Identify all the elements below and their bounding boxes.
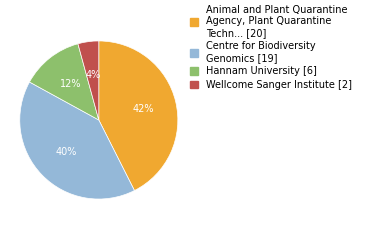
Legend: Animal and Plant Quarantine
Agency, Plant Quarantine
Techn... [20], Centre for B: Animal and Plant Quarantine Agency, Plan… xyxy=(190,5,352,90)
Wedge shape xyxy=(30,44,99,120)
Text: 12%: 12% xyxy=(60,79,81,89)
Wedge shape xyxy=(78,41,99,120)
Text: 4%: 4% xyxy=(85,70,100,80)
Wedge shape xyxy=(20,82,135,199)
Wedge shape xyxy=(99,41,178,191)
Text: 40%: 40% xyxy=(55,147,76,157)
Text: 42%: 42% xyxy=(133,104,154,114)
